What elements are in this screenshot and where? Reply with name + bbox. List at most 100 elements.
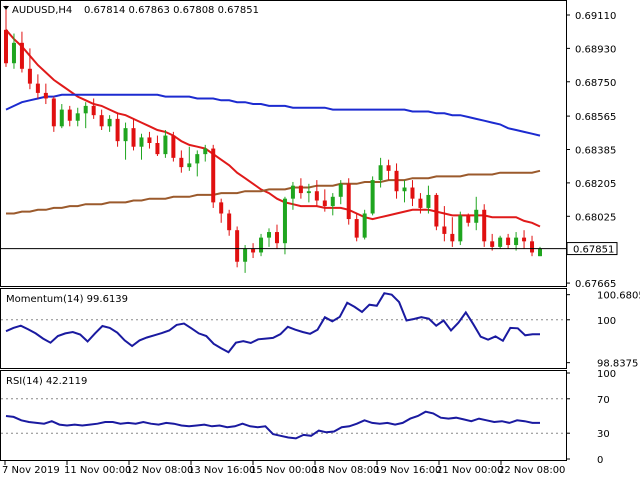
price-tick-label: 0.68930 xyxy=(575,44,616,55)
candle-body xyxy=(402,187,407,192)
candle-body xyxy=(506,237,511,246)
indicator-tick-label: 100.6805 xyxy=(597,291,640,302)
time-tick-label: 12 Nov 08:00 xyxy=(126,465,193,476)
candle xyxy=(227,209,232,236)
price-tick-label: 0.68565 xyxy=(575,112,616,123)
candle-body xyxy=(442,226,447,234)
candle-body xyxy=(179,157,184,168)
momentum-title: Momentum(14) 99.6139 xyxy=(6,294,128,305)
candle xyxy=(51,96,56,132)
time-tick-label: 7 Nov 2019 xyxy=(2,465,60,476)
candle-body xyxy=(123,128,128,142)
candle xyxy=(434,193,439,231)
candle-body xyxy=(35,83,40,93)
candle-body xyxy=(203,148,208,155)
candle xyxy=(282,196,287,255)
time-tick-label: 22 Nov 08:00 xyxy=(498,465,565,476)
rsi-axis: 100 70 30 0 xyxy=(566,369,616,466)
candle-body xyxy=(354,219,359,238)
candle-body xyxy=(11,42,16,64)
moving-average-line xyxy=(6,169,541,215)
rsi-panel[interactable]: 100 70 30 0 RSI(14) 42.2119 xyxy=(1,369,616,466)
candle-body xyxy=(187,163,192,168)
candle-body xyxy=(434,194,439,227)
indicator-tick-label: 100 xyxy=(597,316,616,327)
candle xyxy=(43,83,48,105)
candle-body xyxy=(290,185,295,199)
price-tick-label: 0.67665 xyxy=(575,279,616,290)
candle xyxy=(450,217,455,247)
candle-body xyxy=(267,232,272,238)
candle-body xyxy=(227,213,232,231)
moving-average-line xyxy=(5,93,541,137)
candle xyxy=(131,118,136,151)
momentum-panel[interactable]: 100.6805 100 98.8375 Momentum(14) 99.6139 xyxy=(1,291,640,370)
indicator-tick-label: 98.8375 xyxy=(597,359,638,370)
candle-body xyxy=(522,237,527,242)
candle xyxy=(330,193,335,216)
candle-body xyxy=(458,215,463,242)
candle-body xyxy=(386,165,391,171)
candle-body xyxy=(282,198,287,244)
candle xyxy=(147,131,152,149)
candle xyxy=(83,102,88,129)
candle-body xyxy=(426,194,431,208)
candle xyxy=(482,204,487,247)
candle xyxy=(338,180,343,205)
candle-body xyxy=(147,137,152,143)
candle-body xyxy=(195,154,200,164)
candle xyxy=(394,163,399,199)
candle xyxy=(370,176,375,216)
candle-body xyxy=(490,241,495,247)
candle-body xyxy=(67,109,72,121)
candle xyxy=(203,144,208,162)
candle-body xyxy=(19,42,24,69)
candle xyxy=(27,48,32,90)
candle-body xyxy=(99,115,104,127)
collapse-arrow-icon[interactable] xyxy=(3,6,9,10)
candle-body xyxy=(27,68,32,84)
moving-average-line xyxy=(5,29,541,228)
candle-body xyxy=(418,198,423,208)
candle-body xyxy=(330,196,335,207)
candle-body xyxy=(298,185,303,194)
candle xyxy=(267,228,272,247)
candle-body xyxy=(530,241,535,253)
candle xyxy=(458,211,463,246)
indicator-tick-label: 30 xyxy=(597,429,610,440)
candle-body xyxy=(259,237,264,253)
candle-body xyxy=(514,237,519,246)
price-tick-label: 0.68025 xyxy=(575,212,616,223)
candle xyxy=(163,130,168,158)
time-tick-label: 11 Nov 00:00 xyxy=(64,465,131,476)
candle xyxy=(187,146,192,171)
price-tick-label: 0.68750 xyxy=(575,78,616,89)
price-tick-label: 0.68205 xyxy=(575,179,616,190)
candle xyxy=(426,185,431,214)
candle-body xyxy=(322,200,327,207)
candle xyxy=(274,224,279,249)
rsi-levels xyxy=(1,398,566,434)
time-tick-label: 19 Nov 16:00 xyxy=(374,465,441,476)
candle xyxy=(35,74,40,99)
price-panel[interactable]: 0.69110 0.68930 0.68750 0.68565 0.68385 0.682… xyxy=(0,5,618,290)
candle-body xyxy=(314,191,319,201)
candle xyxy=(75,107,80,127)
candle-body xyxy=(538,248,542,257)
time-tick-label: 18 Nov 08:00 xyxy=(312,465,379,476)
ohlc-values: 0.67814 0.67863 0.67808 0.67851 xyxy=(84,5,259,16)
momentum-panel-frame xyxy=(0,288,567,369)
candle-body xyxy=(370,180,375,214)
candle-body xyxy=(155,143,160,155)
momentum-line xyxy=(5,292,540,354)
candle xyxy=(243,245,248,273)
candle xyxy=(402,180,407,203)
candle-body xyxy=(211,148,216,203)
candle-body xyxy=(498,237,503,247)
current-price-tag xyxy=(566,242,618,256)
candle xyxy=(322,189,327,212)
candle-body xyxy=(450,233,455,242)
candle xyxy=(514,232,519,251)
